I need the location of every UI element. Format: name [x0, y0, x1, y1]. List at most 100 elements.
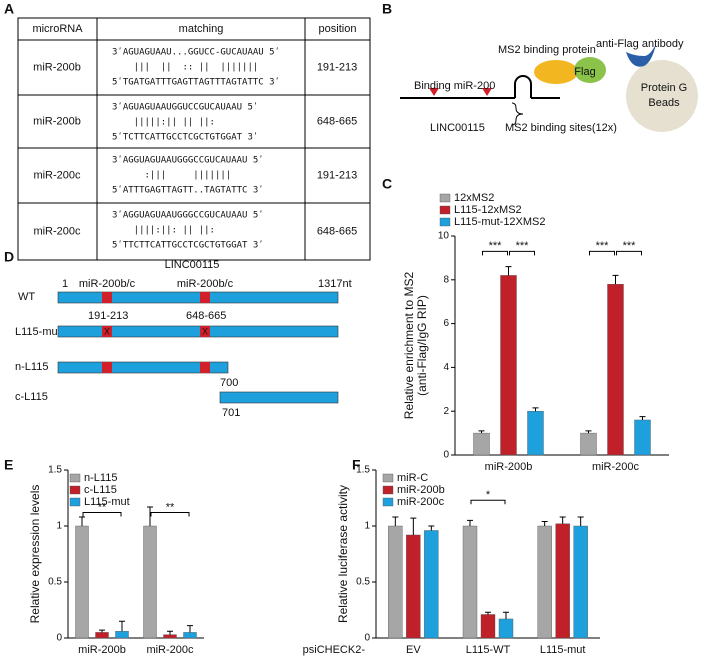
legend-label: n-L115: [84, 472, 117, 484]
significance-label: **: [98, 501, 107, 513]
y-tick-label: 0.5: [48, 577, 62, 588]
error-bar: [119, 620, 125, 632]
bar: [580, 432, 597, 456]
x-tick-label: EV: [406, 644, 421, 656]
significance-label: **: [166, 501, 175, 513]
y-tick-label: 1: [364, 521, 370, 532]
table-cell: 648-665: [317, 225, 357, 237]
bar: [143, 525, 157, 639]
bar: [163, 634, 177, 639]
error-bar: [541, 521, 548, 526]
bar: [75, 525, 89, 639]
label: WT: [18, 291, 35, 303]
bar: [406, 534, 421, 639]
x-tick-label: miR-200b: [485, 461, 533, 473]
site: [102, 292, 112, 303]
label: LINC00115: [165, 259, 220, 271]
y-tick-label: 10: [438, 231, 450, 242]
sequence: :||| |||||||: [112, 171, 231, 181]
significance-label: ***: [516, 240, 530, 252]
legend-swatch: [382, 485, 394, 495]
table-cell: miR-200c: [33, 169, 81, 181]
sequence: |||||:|| || ||:: [112, 118, 215, 128]
panel-label: A: [4, 1, 14, 17]
bar: [634, 419, 651, 456]
error-bar: [485, 611, 491, 615]
site: [200, 362, 210, 373]
table-header: microRNA: [32, 23, 83, 35]
x-tick-label: L115-WT: [466, 644, 511, 656]
y-tick-label: 6: [443, 318, 449, 329]
significance-bracket: [470, 499, 506, 505]
bar: [500, 275, 517, 456]
binding-site: [429, 88, 492, 96]
sequence: 3ʹAGGUAGUAAUGGGCCGUCAUAAU 5ʹ: [112, 155, 264, 166]
label: c-L115: [15, 391, 48, 403]
label: Flag: [574, 66, 595, 78]
panel-label: D: [4, 249, 14, 265]
x-tick-label: miR-200b: [78, 644, 126, 656]
legend-swatch: [382, 497, 394, 507]
x-tick-label: miR-200c: [592, 461, 640, 473]
brace: [511, 102, 524, 126]
label: MS2 binding protein: [498, 44, 596, 56]
significance-bracket: [509, 250, 535, 256]
error-bar: [505, 266, 512, 276]
transcript: [57, 325, 339, 338]
sequence: 5ʹTCTTCATTGCCTCGCTGTGGAT 3ʹ: [112, 132, 258, 143]
panel-label: B: [382, 1, 392, 17]
site: [200, 292, 210, 303]
error-bar: [167, 630, 173, 635]
significance-bracket: [589, 250, 615, 256]
significance-label: ***: [596, 240, 610, 252]
error-bar: [187, 625, 193, 633]
y-tick-label: 8: [443, 274, 449, 285]
error-bar: [467, 519, 473, 526]
label: 700: [220, 377, 238, 389]
beads: [626, 60, 698, 132]
error-bar: [612, 274, 619, 285]
y-tick-label: 1.5: [48, 465, 62, 476]
significance-label: ***: [623, 240, 637, 252]
y-axis-label: Relative enrichment to MS2: [402, 271, 416, 419]
bar: [462, 525, 478, 639]
label: 648-665: [186, 310, 226, 322]
error-bar: [99, 629, 105, 633]
legend-label: L115-mut-12XMS2: [454, 216, 546, 228]
x-tick-label: L115-mut: [540, 644, 586, 656]
table-border: [17, 17, 371, 261]
error-bar: [503, 611, 509, 619]
error-bar: [478, 430, 485, 434]
sequence: 5ʹATTTGAGTTAGTT..TAGTATTC 3ʹ: [112, 185, 264, 196]
error-bar: [532, 407, 539, 412]
transcript: [219, 391, 339, 404]
table-cell: 191-213: [317, 169, 357, 181]
legend-swatch: [69, 485, 81, 495]
error-bar: [559, 516, 566, 524]
y-axis-label: Relative expression levels: [28, 485, 42, 624]
table-cell: 191-213: [317, 61, 357, 73]
label: 1: [62, 278, 68, 290]
label: 1317nt: [318, 278, 352, 290]
error-bar: [147, 506, 153, 526]
transcript: [57, 291, 339, 304]
label: miR-200b/c: [79, 278, 136, 290]
legend-swatch: [439, 217, 451, 227]
y-axis-label: (anti-Flag/IgG RIP): [415, 295, 429, 396]
y-axis-label: Relative luciferase activity: [336, 485, 350, 623]
legend-label: 12xMS2: [454, 192, 494, 204]
table-header: matching: [179, 23, 224, 35]
table-header: position: [319, 23, 357, 35]
bar: [115, 631, 129, 639]
sequence: ||||:||: || ||:: [112, 226, 215, 236]
site: [200, 326, 210, 337]
legend-swatch: [382, 473, 394, 483]
label: MS2 binding sites(12x): [505, 122, 617, 134]
legend-label: c-L115: [84, 484, 117, 496]
legend-label: L115-12xMS2: [454, 204, 522, 216]
error-bar: [79, 516, 85, 526]
bar: [473, 432, 490, 456]
bar: [527, 411, 544, 456]
label: 701: [222, 407, 240, 419]
sequence: 5ʹTTCTTCATTGCCTCGCTGTGGAT 3ʹ: [112, 240, 264, 251]
